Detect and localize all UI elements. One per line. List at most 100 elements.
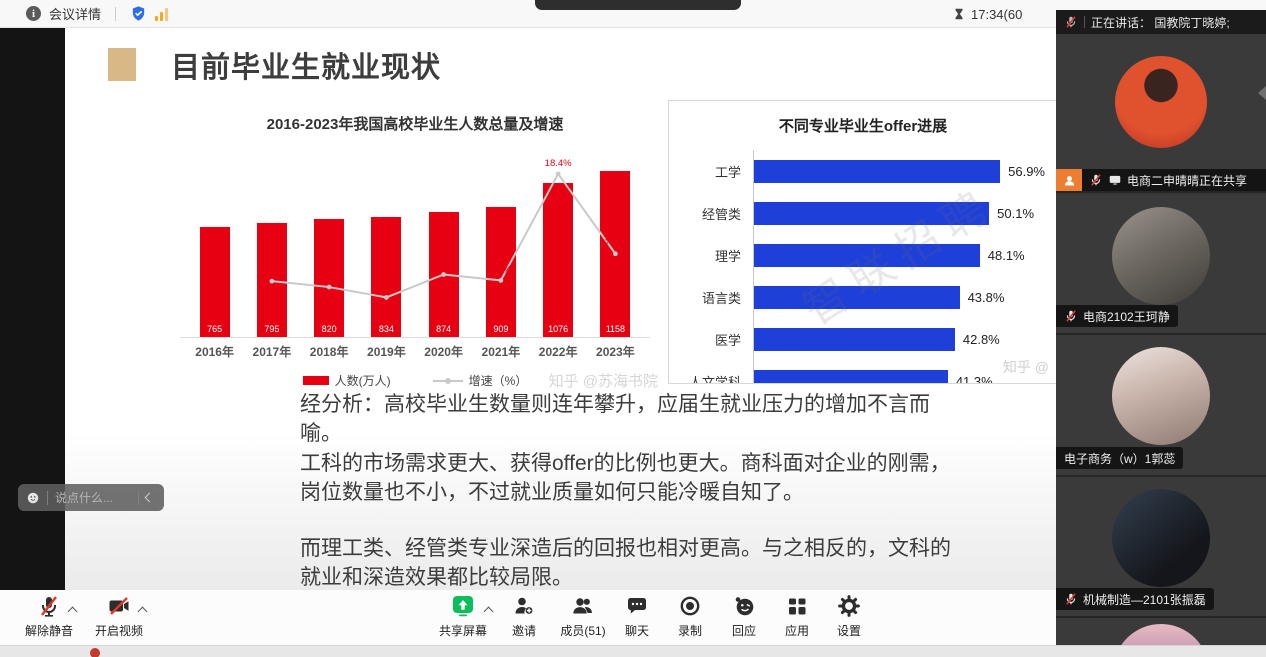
analysis-paragraph-1: 经分析：高校毕业生数量则连年攀升，应届生就业压力的增加不言而喻。 bbox=[300, 393, 930, 445]
hbar bbox=[754, 285, 960, 309]
emoji-icon[interactable] bbox=[26, 491, 40, 505]
bar-2016年: 765 bbox=[199, 227, 230, 337]
category-label: 医学 bbox=[714, 332, 741, 348]
network-signal-icon[interactable] bbox=[155, 7, 169, 21]
left-chart-plot: 765 795 820 834 874 909 1076 1158 3.9% 3.1% 1.7% 4.… bbox=[180, 148, 650, 338]
chat-quick-input[interactable]: 说点什么... bbox=[18, 484, 164, 511]
invite-person-icon bbox=[512, 594, 536, 618]
share-screen-button[interactable]: 共享屏幕 bbox=[432, 594, 494, 639]
mic-muted-icon bbox=[1066, 593, 1076, 605]
record-button[interactable]: 录制 bbox=[665, 594, 715, 639]
offer-row-经管类: 经管类 50.1% bbox=[681, 192, 1045, 234]
avatar bbox=[1112, 489, 1210, 587]
chat-collapse-icon[interactable] bbox=[144, 492, 155, 503]
title-accent-square bbox=[108, 48, 136, 81]
avatar bbox=[1112, 207, 1210, 305]
offer-row-语言类: 语言类 43.8% bbox=[681, 276, 1045, 318]
offer-row-人文学科: 人文学科 41.3% bbox=[681, 360, 1045, 384]
offer-row-工学: 工学 56.9% bbox=[681, 150, 1045, 192]
slide-title: 目前毕业生就业现状 bbox=[171, 52, 442, 84]
hbar bbox=[754, 369, 948, 383]
speaking-banner: 正在讲话： 国教院丁晓婷; bbox=[1056, 10, 1266, 34]
participant-tile[interactable]: 电商2102王珂静 bbox=[1056, 193, 1266, 333]
presentation-slide: 目前毕业生就业现状 2016-2023年我国高校毕业生人数总量及增速 765 79… bbox=[65, 28, 1056, 590]
settings-button[interactable]: 设置 bbox=[824, 594, 874, 639]
participant-name: 机械制造—2101张振磊 bbox=[1083, 592, 1206, 607]
mic-options-caret[interactable] bbox=[67, 606, 78, 617]
chat-bubble-icon bbox=[625, 594, 649, 618]
avatar bbox=[1112, 347, 1210, 445]
gear-icon bbox=[837, 594, 861, 618]
x-tick: 2018年 bbox=[309, 345, 349, 359]
participant-name: 电商2102王珂静 bbox=[1083, 309, 1170, 324]
category-label: 语言类 bbox=[701, 290, 741, 306]
video-options-caret[interactable] bbox=[137, 606, 148, 617]
sharing-toolbar-handle[interactable] bbox=[535, 0, 741, 10]
value-label: 48.1% bbox=[987, 247, 1025, 263]
bar-2023年: 1158 bbox=[600, 171, 631, 337]
x-tick: 2023年 bbox=[596, 345, 635, 359]
screen-share-icon bbox=[1109, 175, 1121, 185]
bottom-toolbar: 解除静音 开启视频 共享屏幕 bbox=[0, 590, 1056, 645]
participant-name: 电子商务（w）1郭蕊 bbox=[1064, 451, 1176, 466]
legend-line-label: 增速（%） bbox=[468, 374, 528, 388]
meeting-details-button[interactable]: 会议详情 bbox=[49, 7, 102, 22]
share-screen-icon bbox=[451, 594, 494, 618]
left-chart-x-axis: 2016年 2017年 2018年 2019年 2020年 2021年 2022年 2023年 bbox=[180, 343, 650, 360]
value-label: 50.1% bbox=[997, 205, 1035, 221]
x-tick: 2016年 bbox=[195, 345, 234, 359]
taskbar-strip bbox=[0, 645, 1266, 657]
host-badge-icon bbox=[1056, 169, 1082, 191]
legend-bar-label: 人数(万人) bbox=[334, 374, 391, 388]
right-chart-title: 不同专业毕业生offer进展 bbox=[778, 118, 948, 135]
divider bbox=[115, 6, 117, 21]
value-label: 42.8% bbox=[962, 331, 1000, 347]
offer-row-理学: 理学 48.1% bbox=[681, 234, 1045, 276]
info-icon[interactable]: i bbox=[26, 6, 41, 21]
hbar bbox=[754, 201, 990, 225]
value-label: 43.8% bbox=[967, 289, 1005, 305]
members-button[interactable]: 成员(51) bbox=[552, 594, 614, 639]
right-chart-rows: 工学 56.9% 经管类 50.1% 理学 48.1% 语言类 43.8% 医学 42.8% 人文学… bbox=[681, 150, 1045, 384]
avatar bbox=[1113, 624, 1209, 645]
chat-button[interactable]: 聊天 bbox=[612, 594, 662, 639]
legend-bar-swatch bbox=[302, 376, 329, 385]
participant-name: 电商二申晴晴正在共享 bbox=[1127, 173, 1248, 188]
bar-2017年: 795 bbox=[256, 223, 287, 337]
x-tick: 2020年 bbox=[424, 345, 463, 359]
sidebar-collapse-icon[interactable] bbox=[1258, 86, 1266, 100]
security-shield-icon[interactable] bbox=[130, 5, 147, 22]
category-label: 理学 bbox=[714, 248, 741, 264]
participant-tile[interactable] bbox=[1056, 618, 1266, 645]
left-chart-title: 2016-2023年我国高校毕业生人数总量及增速 bbox=[266, 116, 564, 133]
start-video-button[interactable]: 开启视频 bbox=[84, 594, 154, 639]
x-tick: 2017年 bbox=[252, 345, 292, 359]
members-icon bbox=[571, 594, 595, 618]
analysis-paragraph-3: 而理工类、经管类专业深造后的回报也相对更高。与之相反的，文科的就业和深造效果都比… bbox=[300, 537, 951, 589]
apps-grid-icon bbox=[785, 594, 809, 618]
bar-2020年: 874 bbox=[428, 212, 459, 337]
chat-input-placeholder[interactable]: 说点什么... bbox=[55, 491, 114, 505]
invite-button[interactable]: 邀请 bbox=[499, 594, 549, 639]
mic-muted-icon bbox=[37, 594, 78, 618]
offer-progress-chart: 不同专业毕业生offer进展 工学 56.9% 经管类 50.1% 理学 48.1% 语言类… bbox=[668, 100, 1056, 384]
category-label: 人文学科 bbox=[688, 374, 741, 384]
participant-tile[interactable]: 电商二申晴晴正在共享 bbox=[1056, 34, 1266, 191]
category-label: 经管类 bbox=[701, 206, 741, 222]
shared-screen-region: 目前毕业生就业现状 2016-2023年我国高校毕业生人数总量及增速 765 79… bbox=[0, 28, 1056, 590]
participant-tile[interactable]: 机械制造—2101张振磊 bbox=[1056, 477, 1266, 616]
left-chart-legend: 人数(万人) 增速（%） 知乎 @苏海书院 bbox=[180, 372, 658, 390]
participant-tile[interactable]: 电子商务（w）1郭蕊 bbox=[1056, 335, 1266, 475]
reactions-button[interactable]: 回应 bbox=[719, 594, 769, 639]
analysis-paragraph-2: 工科的市场需求更大、获得offer的比例也更大。商科面对企业的刚需，岗位数量也不… bbox=[300, 452, 951, 504]
share-options-caret[interactable] bbox=[483, 606, 494, 617]
taskbar-red-icon bbox=[90, 648, 100, 657]
apps-button[interactable]: 应用 bbox=[772, 594, 822, 639]
watermark-zhihu: 知乎 @苏海书院 bbox=[548, 373, 658, 390]
watermark-zhihu-corner: 知乎 @ bbox=[1002, 359, 1049, 375]
speaking-banner-text: 正在讲话： 国教院丁晓婷; bbox=[1091, 15, 1230, 30]
x-tick: 2019年 bbox=[367, 345, 406, 359]
unmute-button[interactable]: 解除静音 bbox=[14, 594, 84, 639]
bar-2021年: 909 bbox=[485, 207, 516, 337]
